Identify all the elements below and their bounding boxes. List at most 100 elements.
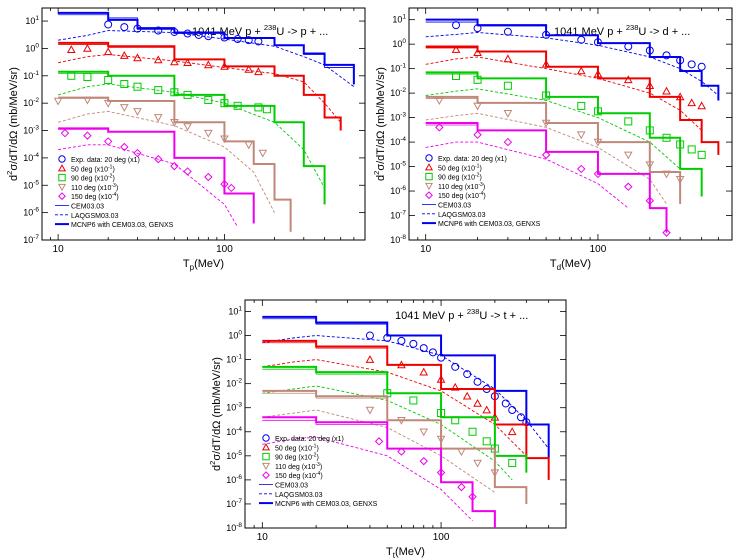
- y-tick-label: 10-8: [226, 522, 242, 533]
- y-tick-label: 101: [25, 15, 39, 26]
- laqgsm-curve: [262, 335, 550, 449]
- laqgsm-curve: [262, 409, 496, 493]
- data-point: [576, 131, 586, 140]
- legend-marker: [58, 192, 66, 201]
- data-point: [183, 29, 192, 38]
- data-point: [154, 86, 163, 95]
- mcnp6-curve: [262, 365, 528, 473]
- data-point: [457, 448, 466, 457]
- data-point: [593, 69, 603, 78]
- data-point: [262, 105, 271, 114]
- data-point: [662, 228, 671, 237]
- data-point: [154, 26, 163, 35]
- data-point: [419, 367, 429, 376]
- legend-marker: [425, 191, 433, 200]
- data-point: [220, 33, 229, 42]
- data-point: [623, 75, 633, 84]
- laqgsm-curve: [262, 436, 473, 522]
- y-tick-label: 10-7: [226, 498, 242, 509]
- chart-panel-1: 10 100 101 100 10-1 10-2 10-3 10-4 10-5 10-6 10-7 T…: [5, 7, 366, 272]
- data-point: [409, 396, 418, 405]
- y-tick-label: 10-6: [390, 185, 406, 196]
- x-tick-label: 10: [53, 244, 65, 255]
- y-tick-label: 10-1: [23, 70, 39, 81]
- data-point: [501, 399, 510, 408]
- data-point: [233, 35, 242, 44]
- data-point: [507, 427, 517, 436]
- y-axis-label: d2σ/dT/dΩ (mb/MeV/sr): [372, 67, 387, 181]
- data-point: [170, 57, 179, 66]
- data-point: [437, 353, 446, 362]
- laqgsm-curve: [58, 30, 355, 88]
- data-point: [53, 97, 63, 106]
- y-tick-label: 10-7: [23, 234, 39, 245]
- legend-label: MCNP6 with CEM03.03, GENXS: [438, 221, 541, 228]
- laqgsm-curve: [57, 83, 325, 189]
- data-point: [542, 30, 551, 39]
- chart-panel-3: 10 100 101 100 10-1 10-2 10-3 10-4 10-5 10-6 10-7 1…: [208, 299, 567, 559]
- mcnp6-curve: [58, 96, 292, 232]
- data-point: [204, 172, 213, 182]
- legend-label: 150 deg (x10-4): [71, 192, 119, 201]
- data-point: [397, 360, 406, 369]
- data-point: [542, 91, 551, 100]
- data-point: [103, 99, 113, 108]
- legend-label: MCNP6 with CEM03.03, GENXS: [275, 501, 378, 508]
- y-tick-label: 100: [228, 330, 242, 341]
- data-point: [120, 80, 129, 89]
- data-point: [437, 409, 446, 418]
- data-point: [374, 437, 384, 446]
- data-point: [183, 167, 192, 176]
- data-point: [645, 81, 655, 90]
- data-point: [450, 382, 460, 391]
- data-point: [83, 73, 92, 82]
- data-point: [697, 62, 706, 71]
- data-point: [83, 131, 92, 140]
- chart-title: 1041 MeV p + 238U -> p + ...: [192, 23, 328, 38]
- cem-curve: [425, 47, 719, 155]
- data-point: [183, 58, 192, 67]
- data-point: [593, 38, 602, 47]
- data-point: [133, 82, 142, 91]
- data-point: [67, 71, 76, 80]
- data-point: [468, 492, 477, 501]
- data-point: [687, 60, 696, 69]
- data-point: [482, 405, 492, 414]
- y-tick-label: 10-4: [390, 136, 406, 147]
- data-point: [133, 53, 142, 62]
- data-point: [577, 164, 586, 174]
- data-point: [687, 98, 697, 107]
- data-point: [183, 90, 192, 99]
- mcnp6-curve: [58, 70, 326, 205]
- y-axis-label: d2σ/dT/dΩ (mb/MeV/sr): [5, 67, 20, 181]
- y-tick-label: 10-4: [226, 426, 242, 437]
- data-point: [170, 27, 179, 36]
- data-point: [153, 114, 163, 123]
- data-point: [104, 76, 113, 85]
- legend-marker: [261, 462, 271, 471]
- data-point: [119, 104, 129, 112]
- data-point: [452, 72, 461, 81]
- laqgsm-curve: [425, 32, 719, 96]
- legend-label: 110 deg (x10-3): [275, 462, 322, 471]
- data-point: [623, 151, 633, 160]
- plot-frame: [244, 299, 567, 529]
- mcnp6-curve: [58, 127, 255, 224]
- legend-label: MCNP6 with CEM03.03, GENXS: [71, 222, 174, 229]
- data-point: [244, 64, 254, 73]
- data-point: [473, 102, 482, 111]
- legend-label: LAQGSM03.03: [275, 492, 323, 499]
- mcnp6-curve: [58, 41, 342, 131]
- legend-marker: [262, 471, 270, 480]
- data-point: [83, 43, 92, 52]
- data-point: [645, 46, 654, 55]
- legend-marker: [58, 155, 66, 163]
- data-point: [419, 428, 429, 437]
- data-point: [462, 391, 472, 400]
- data-point: [473, 24, 482, 33]
- data-point: [503, 81, 512, 90]
- plot-area: [425, 18, 720, 237]
- data-point: [104, 20, 113, 29]
- data-point: [662, 133, 671, 142]
